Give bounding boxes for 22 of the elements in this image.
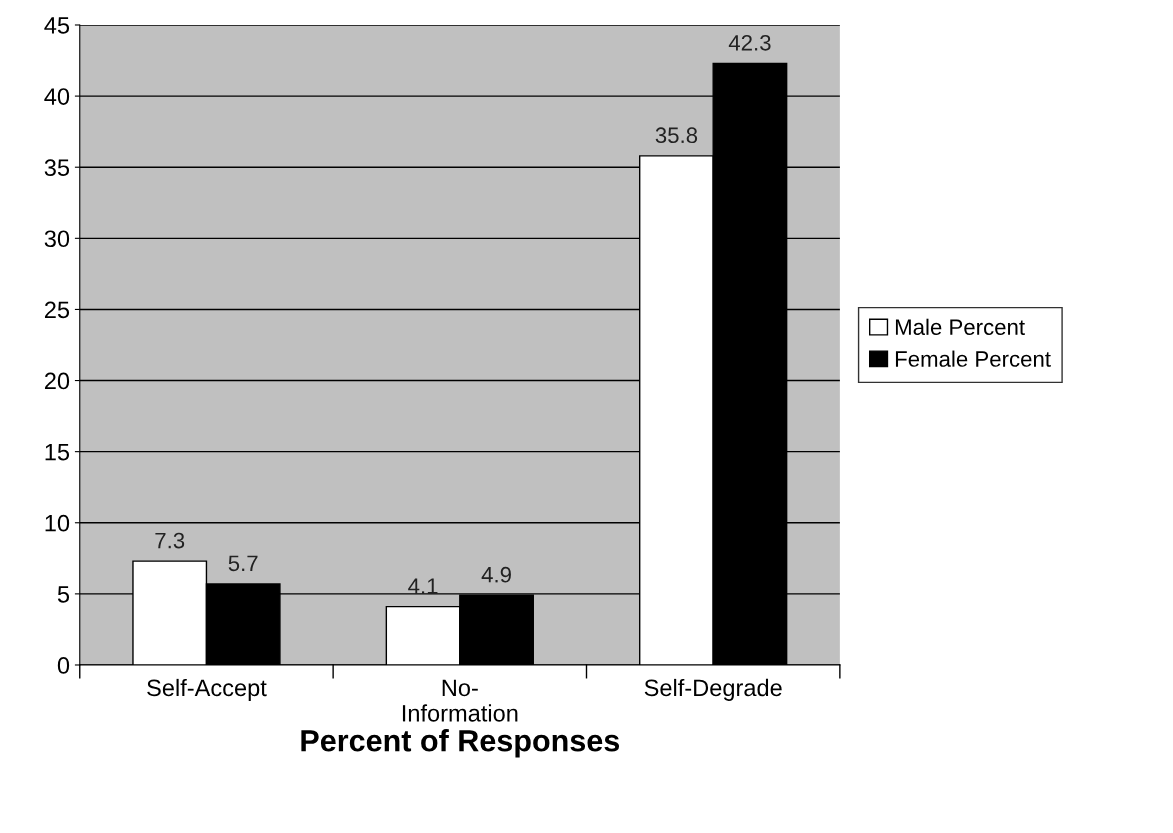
y-tick-label: 20 bbox=[44, 372, 70, 390]
y-tick-label: 35 bbox=[44, 159, 70, 176]
legend-label: Female Percent bbox=[895, 350, 1051, 367]
data-label: 4.9 bbox=[481, 566, 511, 583]
data-label: 5.7 bbox=[228, 555, 258, 572]
data-label: 7.3 bbox=[155, 532, 185, 549]
x-axis-title: Percent of Responses bbox=[301, 729, 620, 758]
x-tick-label: No- Information bbox=[402, 679, 518, 722]
y-tick-label: 10 bbox=[45, 514, 70, 532]
y-tick-label: 25 bbox=[44, 301, 70, 319]
data-label: 42.3 bbox=[728, 34, 771, 51]
y-tick-label: 30 bbox=[44, 230, 70, 248]
x-tick-label: Self-Degrade bbox=[644, 678, 782, 701]
data-label: 35.8 bbox=[655, 127, 698, 144]
x-tick-label: Self-Accept bbox=[147, 678, 267, 701]
legend-label: Male Percent bbox=[895, 318, 1025, 336]
y-tick-label: 15 bbox=[45, 443, 70, 461]
y-tick-label: 40 bbox=[44, 88, 70, 105]
y-tick-label: 5 bbox=[57, 586, 70, 603]
y-tick-label: 0 bbox=[57, 657, 70, 674]
y-tick-label: 45 bbox=[44, 17, 70, 34]
data-label: 4.1 bbox=[408, 578, 438, 594]
